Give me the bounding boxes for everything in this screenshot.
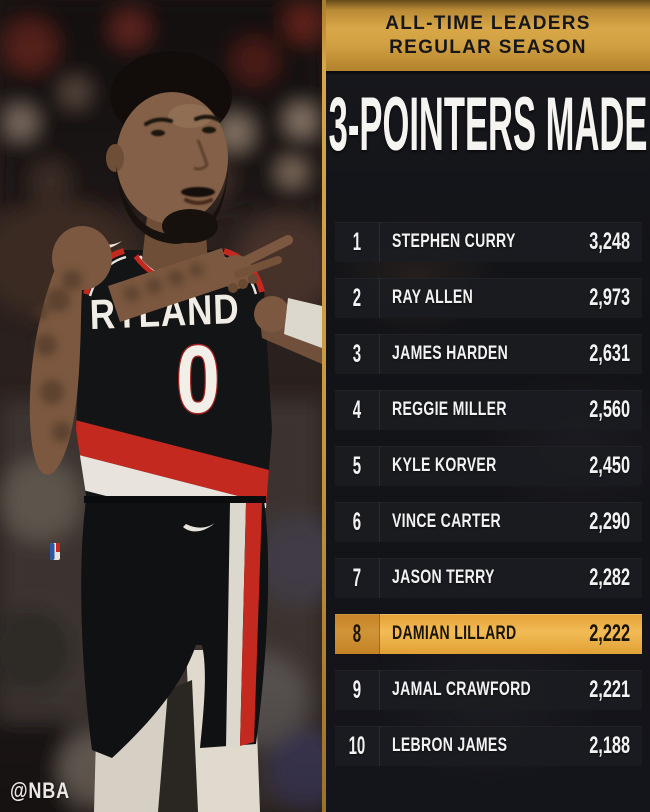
- player-name-cell: REGGIE MILLER: [380, 390, 570, 430]
- rank-label-cell: 2: [335, 278, 380, 318]
- rank-label-cell: 1: [335, 222, 380, 262]
- player-left-arm: [254, 296, 322, 364]
- jersey-number: 0: [176, 326, 220, 433]
- stat-value-cell: 2,282: [570, 558, 642, 598]
- rank-label-cell: 5: [335, 446, 380, 486]
- leaderboard-row: 3 JAMES HARDEN 2,631: [335, 334, 642, 374]
- player-name: DAMIAN LILLARD: [392, 623, 517, 644]
- pointing-finger: [235, 235, 293, 269]
- rank-label: 2: [352, 283, 362, 312]
- rank-label-cell: 4: [335, 390, 380, 430]
- rank-label: 3: [352, 339, 362, 368]
- stat-value-cell: 2,290: [570, 502, 642, 542]
- player-head: [106, 51, 232, 244]
- leaderboard-row: 6 VINCE CARTER 2,290: [335, 502, 642, 542]
- stat-value-cell: 2,560: [570, 390, 642, 430]
- player-name: JAMAL CRAWFORD: [392, 679, 532, 700]
- player-name: VINCE CARTER: [392, 511, 502, 532]
- shorts-swoosh-icon: [183, 523, 215, 532]
- leaderboard-row: 9 JAMAL CRAWFORD 2,221: [335, 670, 642, 710]
- rank-label: 6: [352, 507, 362, 536]
- rank-label-cell: 8: [335, 614, 380, 654]
- rank-label: 10: [348, 731, 366, 760]
- rank-label-cell: 10: [335, 726, 380, 766]
- rank-label: 5: [352, 451, 362, 480]
- player-photo-illustration: 6 RTLAND 0: [0, 0, 322, 812]
- stat-value: 2,221: [589, 676, 630, 703]
- rank-label-cell: 6: [335, 502, 380, 542]
- leaderboard-row: 5 KYLE KORVER 2,450: [335, 446, 642, 486]
- rank-label: 8: [352, 619, 362, 648]
- player-right-arm: [29, 226, 112, 475]
- rank-label-cell: 7: [335, 558, 380, 598]
- stat-value-cell: 2,222: [570, 614, 642, 654]
- stat-value-cell: 3,248: [570, 222, 642, 262]
- player-name: JASON TERRY: [392, 567, 495, 588]
- leaderboard-panel: ALL-TIME LEADERS REGULAR SEASON 3-POINTE…: [326, 0, 650, 812]
- nba-watermark: @NBA: [10, 778, 70, 803]
- player-photo: 6 RTLAND 0: [0, 0, 322, 812]
- header-line2: REGULAR SEASON: [389, 36, 587, 58]
- player-name-cell: DAMIAN LILLARD: [380, 614, 570, 654]
- stat-value: 2,631: [589, 340, 630, 367]
- stat-value: 2,282: [589, 564, 630, 591]
- stat-value: 2,290: [589, 508, 630, 535]
- player-name: RAY ALLEN: [392, 287, 474, 308]
- leaderboard-row: 2 RAY ALLEN 2,973: [335, 278, 642, 318]
- jersey-sash: [76, 398, 272, 508]
- gold-divider: [322, 0, 326, 812]
- nba-logo-patch: [50, 543, 60, 560]
- stat-value: 2,450: [589, 452, 630, 479]
- stat-value-cell: 2,450: [570, 446, 642, 486]
- rank-label: 7: [352, 563, 362, 592]
- player-name-cell: JAMES HARDEN: [380, 334, 570, 374]
- stat-title: 3-POINTERS MADE: [328, 82, 648, 167]
- rank-label-cell: 9: [335, 670, 380, 710]
- player-name-cell: LEBRON JAMES: [380, 726, 570, 766]
- player-name-cell: STEPHEN CURRY: [380, 222, 570, 262]
- player-name-cell: RAY ALLEN: [380, 278, 570, 318]
- stat-value: 2,560: [589, 396, 630, 423]
- player-name: KYLE KORVER: [392, 455, 497, 476]
- leaderboard-rows: 1 STEPHEN CURRY 3,248 2 RAY ALLEN 2,973 3 JAMES…: [335, 222, 642, 782]
- player-pointing-arm: [108, 235, 293, 322]
- rank-label: 9: [352, 675, 362, 704]
- wristband: [284, 298, 322, 348]
- rank-label: 1: [352, 227, 362, 256]
- stat-value: 2,188: [589, 732, 630, 759]
- rank-label-cell: 3: [335, 334, 380, 374]
- player-name: REGGIE MILLER: [392, 399, 507, 420]
- stat-value: 2,222: [589, 620, 630, 647]
- leaderboard-row: 10 LEBRON JAMES 2,188: [335, 726, 642, 766]
- header-line1: ALL-TIME LEADERS: [385, 12, 591, 34]
- player-name-cell: JASON TERRY: [380, 558, 570, 598]
- stat-value-cell: 2,221: [570, 670, 642, 710]
- leaderboard-row: 4 REGGIE MILLER 2,560: [335, 390, 642, 430]
- player-name: LEBRON JAMES: [392, 735, 508, 756]
- leaderboard-row: 1 STEPHEN CURRY 3,248: [335, 222, 642, 262]
- stat-value: 2,973: [589, 284, 630, 311]
- rank-label: 4: [352, 395, 362, 424]
- leaderboard-row: 7 JASON TERRY 2,282: [335, 558, 642, 598]
- player-name: STEPHEN CURRY: [392, 231, 516, 252]
- player-shorts: [50, 496, 269, 758]
- player-name-cell: VINCE CARTER: [380, 502, 570, 542]
- player-name-cell: KYLE KORVER: [380, 446, 570, 486]
- leaderboard-row: 8 DAMIAN LILLARD 2,222: [335, 614, 642, 654]
- stat-value-cell: 2,631: [570, 334, 642, 374]
- player-name-cell: JAMAL CRAWFORD: [380, 670, 570, 710]
- player-name: JAMES HARDEN: [392, 343, 509, 364]
- stat-value-cell: 2,973: [570, 278, 642, 318]
- stat-value: 3,248: [589, 228, 630, 255]
- panel-header: ALL-TIME LEADERS REGULAR SEASON: [326, 0, 650, 74]
- stat-value-cell: 2,188: [570, 726, 642, 766]
